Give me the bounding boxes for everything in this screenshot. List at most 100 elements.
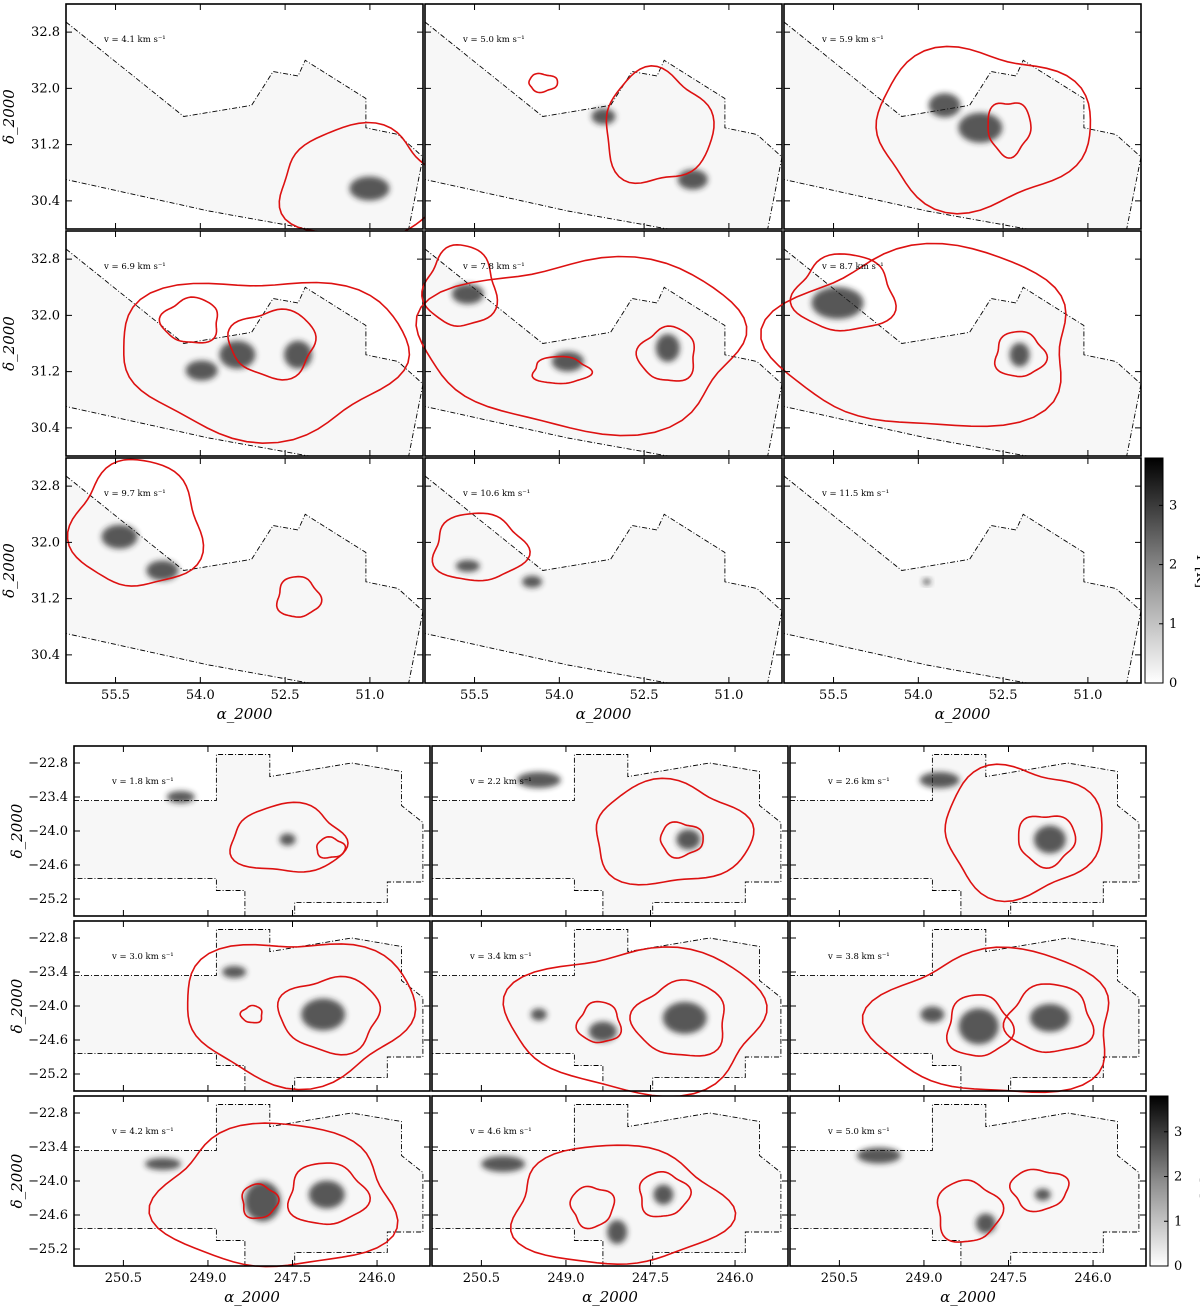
bottom-panel-3: v = 3.0 km s⁻¹ −22.8 −23.4 −24.0 −24.6 −25.2 δ… <box>8 920 431 1092</box>
x-tick-label: 55.5 <box>101 688 130 703</box>
emission-clump <box>1034 1188 1051 1201</box>
contour-line <box>229 801 349 873</box>
y-axis-label: δ_2000 <box>0 89 18 144</box>
panel-frame <box>783 3 1142 230</box>
emission-clump <box>958 1008 999 1045</box>
x-tick-label: 250.5 <box>463 1271 500 1286</box>
y-tick-label: −23.4 <box>28 1140 68 1155</box>
emission-clump <box>279 833 296 846</box>
contour-line <box>936 1179 1005 1243</box>
velocity-label: v = 4.1 km s⁻¹ <box>103 35 166 45</box>
panel-frame <box>65 230 424 457</box>
survey-footprint <box>431 929 782 1092</box>
colorbar-tick-label: 0 <box>1169 676 1177 691</box>
velocity-label: v = 2.2 km s⁻¹ <box>469 777 532 787</box>
contour-line <box>415 255 748 437</box>
bottom-panel-4: v = 3.4 km s⁻¹ <box>431 920 789 1098</box>
velocity-label: v = 3.0 km s⁻¹ <box>111 952 174 962</box>
velocity-label: v = 5.9 km s⁻¹ <box>821 35 884 45</box>
x-tick-label: 52.5 <box>989 688 1018 703</box>
colorbar-tick-label: 3 <box>1169 498 1177 513</box>
x-tick-label: 247.5 <box>632 1271 669 1286</box>
colorbar-tick-label: 2 <box>1174 1170 1182 1185</box>
y-tick-label: −24.6 <box>28 1033 68 1048</box>
y-tick-label: −24.6 <box>28 1208 68 1223</box>
y-tick-label: −22.8 <box>28 1106 68 1121</box>
contour-line <box>431 512 531 582</box>
contour-line <box>241 1183 280 1220</box>
contour-line <box>595 777 755 886</box>
survey-footprint <box>73 1104 424 1267</box>
survey-footprint <box>65 21 424 230</box>
y-tick-label: −24.0 <box>28 1174 68 1189</box>
emission-clump <box>349 176 390 201</box>
x-tick-label: 249.0 <box>189 1271 226 1286</box>
velocity-label: v = 3.8 km s⁻¹ <box>827 952 890 962</box>
contour-line <box>531 355 594 385</box>
x-tick-label: 54.0 <box>904 688 933 703</box>
emission-clump <box>958 112 1003 143</box>
y-tick-label: −24.0 <box>28 999 68 1014</box>
emission-clump <box>1029 1003 1070 1032</box>
x-tick-label: 246.0 <box>358 1271 395 1286</box>
colorbar-label: T [K] <box>1198 1163 1200 1198</box>
y-axis-label: δ_2000 <box>0 543 18 598</box>
contour-line <box>789 253 897 332</box>
survey-footprint <box>73 929 424 1092</box>
emission-clump <box>451 284 484 304</box>
bottom-panel-1: v = 2.2 km s⁻¹ <box>431 745 789 917</box>
velocity-label: v = 3.4 km s⁻¹ <box>469 952 532 962</box>
y-axis-label: δ_2000 <box>8 803 26 858</box>
y-tick-label: 32.8 <box>31 479 60 494</box>
velocity-label: v = 9.7 km s⁻¹ <box>103 489 166 499</box>
bottom-panel-0: v = 1.8 km s⁻¹ −22.8 −23.4 −24.0 −24.6 −25.2 δ… <box>8 745 431 917</box>
x-tick-label: 246.0 <box>1074 1271 1111 1286</box>
contour-line <box>158 296 219 344</box>
contour-line <box>993 330 1049 378</box>
survey-footprint <box>783 475 1142 684</box>
emission-clump <box>662 1001 707 1034</box>
x-tick-label: 54.0 <box>186 688 215 703</box>
bottom-panel-6: v = 4.2 km s⁻¹ 250.5 249.0 247.5 246.0 −22.8 −… <box>8 1095 431 1306</box>
ophiuchus-channel-grid: v = 1.8 km s⁻¹ −22.8 −23.4 −24.0 −24.6 −25.2 δ… <box>8 745 1200 1306</box>
emission-clump <box>922 578 931 585</box>
colorbar-gradient <box>1144 457 1164 684</box>
emission-clump <box>166 791 195 803</box>
bottom-panel-5: v = 3.8 km s⁻¹ <box>789 920 1147 1094</box>
panel-frame <box>424 230 783 457</box>
y-axis-label: δ_2000 <box>8 1153 26 1208</box>
emission-clump <box>591 108 616 125</box>
x-tick-label: 55.5 <box>460 688 489 703</box>
panel-frame <box>783 230 1142 457</box>
x-tick-label: 250.5 <box>105 1271 142 1286</box>
emission-clump <box>928 93 961 118</box>
panel-frame <box>65 3 424 230</box>
emission-clump <box>185 360 218 381</box>
emission-clump <box>857 1147 901 1164</box>
colorbar-tick-label: 1 <box>1174 1214 1182 1229</box>
colorbar-tick-label: 0 <box>1174 1259 1182 1274</box>
emission-clump <box>308 1180 345 1209</box>
emission-clump <box>244 1181 281 1222</box>
top-panel-7: v = 10.6 km s⁻¹ 55.5 54.0 52.5 51.0 α_2000 <box>424 457 783 723</box>
contour-line <box>66 458 205 587</box>
emission-clump <box>1033 825 1066 854</box>
x-tick-label: 247.5 <box>990 1271 1027 1286</box>
x-axis-label: α_2000 <box>217 705 273 723</box>
velocity-label: v = 8.7 km s⁻¹ <box>821 262 884 272</box>
x-tick-label: 54.0 <box>545 688 574 703</box>
top-panel-2: v = 5.9 km s⁻¹ <box>783 3 1142 230</box>
bottom-panel-2: v = 2.6 km s⁻¹ <box>789 745 1147 917</box>
panel-frame <box>783 457 1142 684</box>
y-tick-label: −24.6 <box>28 858 68 873</box>
y-tick-label: 30.4 <box>31 648 60 663</box>
emission-clump <box>676 829 701 850</box>
y-tick-label: 32.8 <box>31 25 60 40</box>
survey-footprint <box>431 754 782 917</box>
x-tick-label: 52.5 <box>630 688 659 703</box>
velocity-label: v = 7.8 km s⁻¹ <box>462 262 525 272</box>
y-tick-label: −24.0 <box>28 824 68 839</box>
contour-line <box>944 763 1103 903</box>
contour-line <box>1002 983 1095 1054</box>
